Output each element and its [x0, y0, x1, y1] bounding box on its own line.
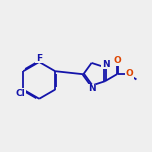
- Text: F: F: [36, 54, 42, 63]
- Text: O: O: [126, 69, 133, 78]
- Text: Cl: Cl: [15, 89, 25, 98]
- Text: N: N: [102, 60, 110, 69]
- Text: O: O: [114, 56, 121, 65]
- Text: N: N: [88, 84, 95, 93]
